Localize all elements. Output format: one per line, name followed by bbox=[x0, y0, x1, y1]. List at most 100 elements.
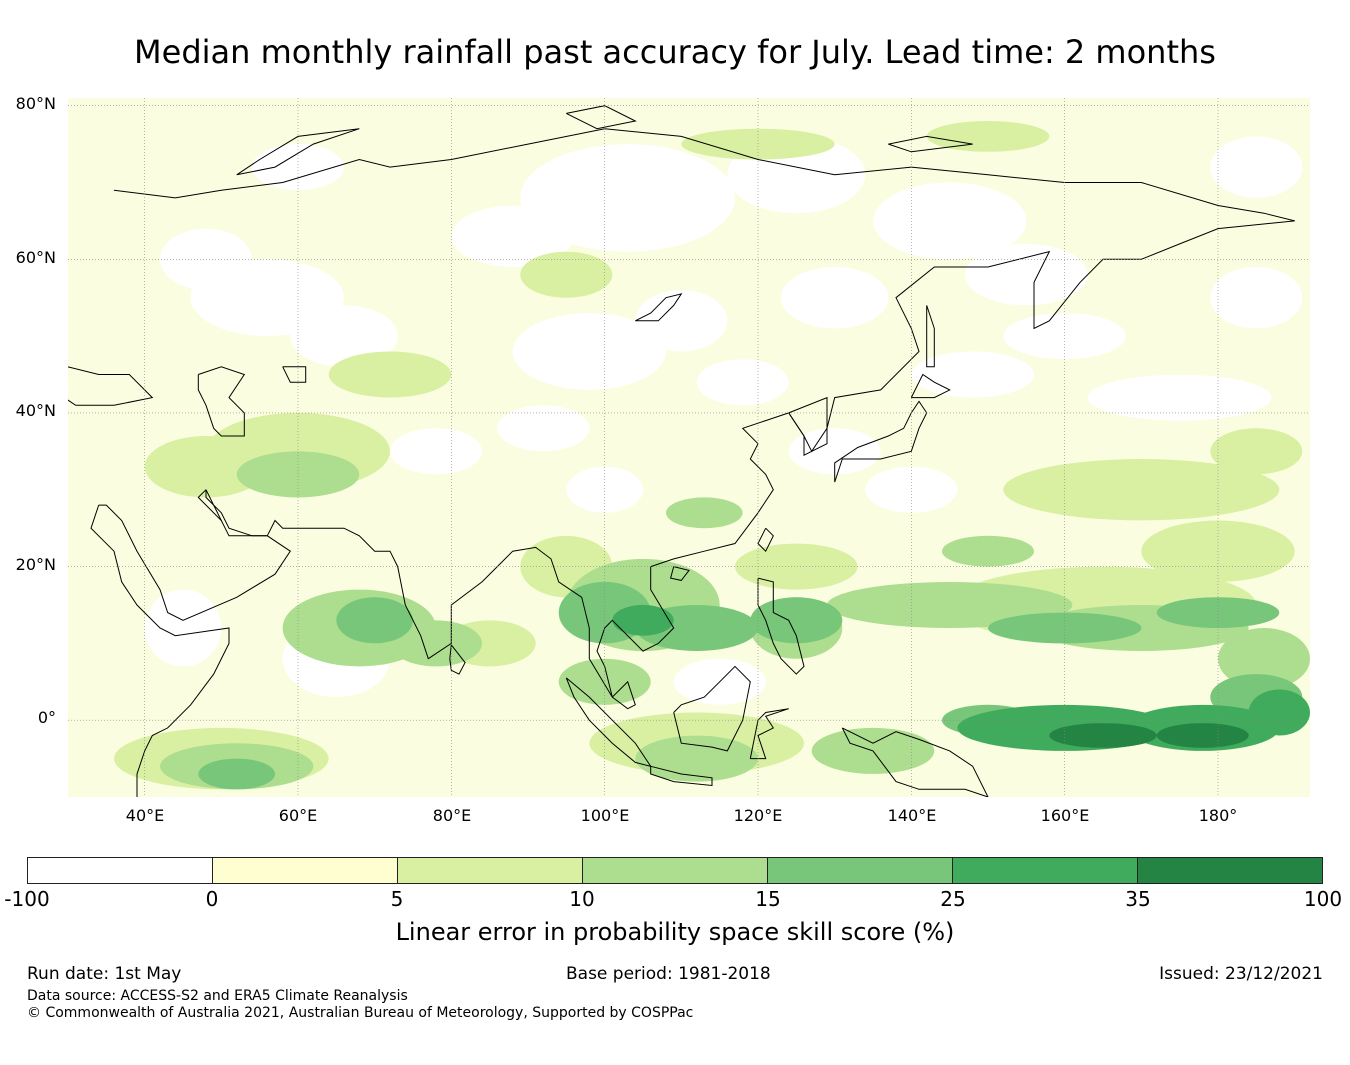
skill-area bbox=[666, 497, 743, 529]
coastline bbox=[749, 708, 789, 760]
lat-label-20n: 20°N bbox=[15, 555, 56, 574]
skill-area bbox=[612, 604, 674, 636]
colorbar-segment-1 bbox=[28, 858, 213, 883]
colorbar-tick: 5 bbox=[390, 887, 404, 911]
skill-area bbox=[1156, 597, 1280, 628]
issued-date: Issued: 23/12/2021 bbox=[1159, 964, 1323, 984]
skill-area bbox=[328, 351, 452, 398]
gridlines bbox=[68, 98, 1310, 797]
colorbar-segment-4 bbox=[583, 858, 768, 883]
skill-area bbox=[827, 582, 1073, 628]
coastline bbox=[834, 400, 928, 483]
coastline bbox=[788, 396, 828, 457]
skill-area bbox=[681, 128, 835, 160]
coastline bbox=[113, 128, 1295, 222]
low-skill-area bbox=[873, 182, 1027, 260]
chart-title: Median monthly rainfall past accuracy fo… bbox=[134, 33, 1216, 71]
coastline bbox=[650, 765, 713, 787]
low-skill-area bbox=[290, 305, 398, 367]
skill-map bbox=[68, 98, 1310, 797]
base-period: Base period: 1981-2018 bbox=[566, 964, 771, 984]
low-skill-area bbox=[865, 466, 958, 513]
coastline bbox=[926, 305, 935, 368]
low-skill-area bbox=[1210, 136, 1303, 198]
lon-label-140e: 140°E bbox=[887, 806, 937, 825]
colorbar-tick: 15 bbox=[755, 887, 781, 911]
colorbar-tick: -100 bbox=[4, 887, 50, 911]
lon-label-80e: 80°E bbox=[432, 806, 472, 825]
coastline bbox=[205, 220, 1295, 710]
colorbar bbox=[27, 857, 1323, 884]
coastline bbox=[565, 677, 652, 768]
skill-area bbox=[236, 451, 360, 498]
skill-area bbox=[735, 543, 858, 590]
colorbar-tick: 0 bbox=[205, 887, 219, 911]
skill-area bbox=[1248, 689, 1310, 736]
low-skill-area bbox=[144, 589, 222, 667]
lat-label-60n: 60°N bbox=[15, 248, 56, 267]
low-skill-area bbox=[451, 205, 574, 267]
skill-area bbox=[558, 658, 651, 705]
colorbar-tick: 35 bbox=[1125, 887, 1151, 911]
skill-area bbox=[1156, 723, 1249, 748]
low-skill-area bbox=[566, 466, 643, 513]
coastline bbox=[673, 665, 751, 752]
lon-label-40e: 40°E bbox=[125, 806, 165, 825]
skill-area bbox=[926, 121, 1050, 152]
colorbar-segment-5 bbox=[768, 858, 953, 883]
coastline bbox=[910, 373, 951, 399]
coastline bbox=[757, 577, 805, 675]
skill-area bbox=[144, 436, 268, 498]
coastline bbox=[669, 566, 690, 581]
coastline bbox=[841, 727, 989, 797]
coastline bbox=[90, 504, 230, 797]
coastline bbox=[888, 135, 973, 153]
colorbar-tick: 100 bbox=[1303, 887, 1343, 911]
skill-area bbox=[1218, 628, 1310, 690]
skill-area bbox=[336, 597, 414, 644]
data-source: Data source: ACCESS-S2 and ERA5 Climate … bbox=[27, 988, 408, 1004]
skill-area bbox=[988, 612, 1142, 644]
lat-label-40n: 40°N bbox=[15, 401, 56, 420]
colorbar-segment-2 bbox=[213, 858, 398, 883]
lon-label-100e: 100°E bbox=[580, 806, 630, 825]
run-date: Run date: 1st May bbox=[27, 964, 182, 984]
lon-label-60e: 60°E bbox=[278, 806, 318, 825]
skill-area bbox=[942, 535, 1034, 567]
coastline bbox=[282, 366, 307, 383]
skill-area bbox=[198, 758, 275, 790]
colorbar-segment-7 bbox=[1138, 858, 1322, 883]
skill-area bbox=[1003, 459, 1280, 521]
low-skill-area bbox=[390, 428, 482, 475]
coastline bbox=[236, 128, 360, 176]
low-skill-area bbox=[911, 351, 1034, 398]
copyright: © Commonwealth of Australia 2021, Austra… bbox=[27, 1005, 694, 1021]
coastline bbox=[197, 366, 246, 437]
low-skill-area bbox=[512, 313, 666, 390]
coastline bbox=[449, 644, 466, 675]
colorbar-tick: 10 bbox=[569, 887, 595, 911]
coastlines bbox=[68, 105, 1295, 797]
low-skill-area bbox=[497, 405, 590, 452]
coastline bbox=[757, 527, 774, 553]
colorbar-tick: 25 bbox=[940, 887, 966, 911]
skill-area bbox=[1210, 428, 1303, 475]
skill-area bbox=[520, 251, 613, 298]
lat-label-80n: 80°N bbox=[15, 94, 56, 113]
low-skill-area bbox=[1087, 374, 1272, 421]
low-skill-area bbox=[520, 144, 735, 252]
low-skill-area bbox=[696, 359, 789, 406]
coastline bbox=[566, 105, 637, 130]
lon-label-180: 180° bbox=[1198, 806, 1238, 825]
skill-area bbox=[1049, 723, 1157, 748]
low-skill-area bbox=[1210, 267, 1303, 329]
lon-label-120e: 120°E bbox=[733, 806, 783, 825]
coastline bbox=[635, 293, 683, 322]
high-skill-regions bbox=[114, 121, 1310, 790]
low-skill-area bbox=[788, 428, 881, 475]
low-skill-area bbox=[781, 267, 889, 329]
coastline bbox=[98, 489, 291, 621]
coastline bbox=[68, 366, 154, 406]
colorbar-segment-6 bbox=[953, 858, 1138, 883]
colorbar-segment-3 bbox=[398, 858, 583, 883]
